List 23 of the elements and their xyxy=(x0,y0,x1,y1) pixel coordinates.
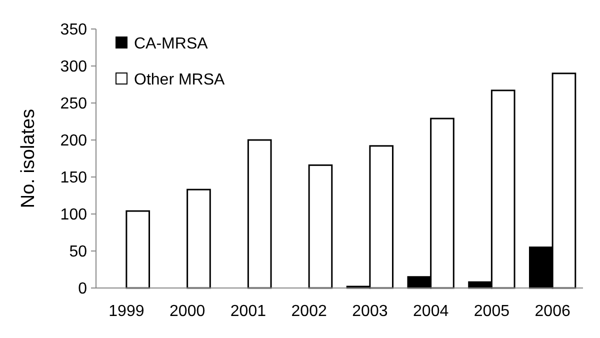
y-tick-label: 150 xyxy=(60,170,88,187)
x-tick-label: 2004 xyxy=(413,303,449,320)
y-tick-label: 0 xyxy=(78,280,88,298)
x-tick-label: 2006 xyxy=(534,303,570,320)
x-tick-label: 2003 xyxy=(352,303,388,320)
y-tick-label: 100 xyxy=(60,206,88,224)
legend-label: Other MRSA xyxy=(134,72,226,89)
y-tick-label: 50 xyxy=(69,244,88,261)
x-tick-label: 2002 xyxy=(291,303,327,320)
bar xyxy=(186,188,211,289)
x-tick-label: 2000 xyxy=(170,303,206,320)
y-tick-label: 250 xyxy=(60,96,88,113)
y-tick-label: 300 xyxy=(60,58,88,76)
y-axis-title: No. isolates xyxy=(18,108,39,208)
x-tick-label: 2001 xyxy=(230,303,266,320)
bar xyxy=(308,164,333,289)
bar xyxy=(247,139,272,289)
x-tick-label: 2005 xyxy=(474,303,510,320)
y-tick-label: 200 xyxy=(60,132,88,150)
x-tick-label: 1999 xyxy=(108,303,144,320)
legend-label: CA-MRSA xyxy=(134,36,208,53)
y-tick-label: 350 xyxy=(60,22,88,39)
bar xyxy=(126,210,150,289)
